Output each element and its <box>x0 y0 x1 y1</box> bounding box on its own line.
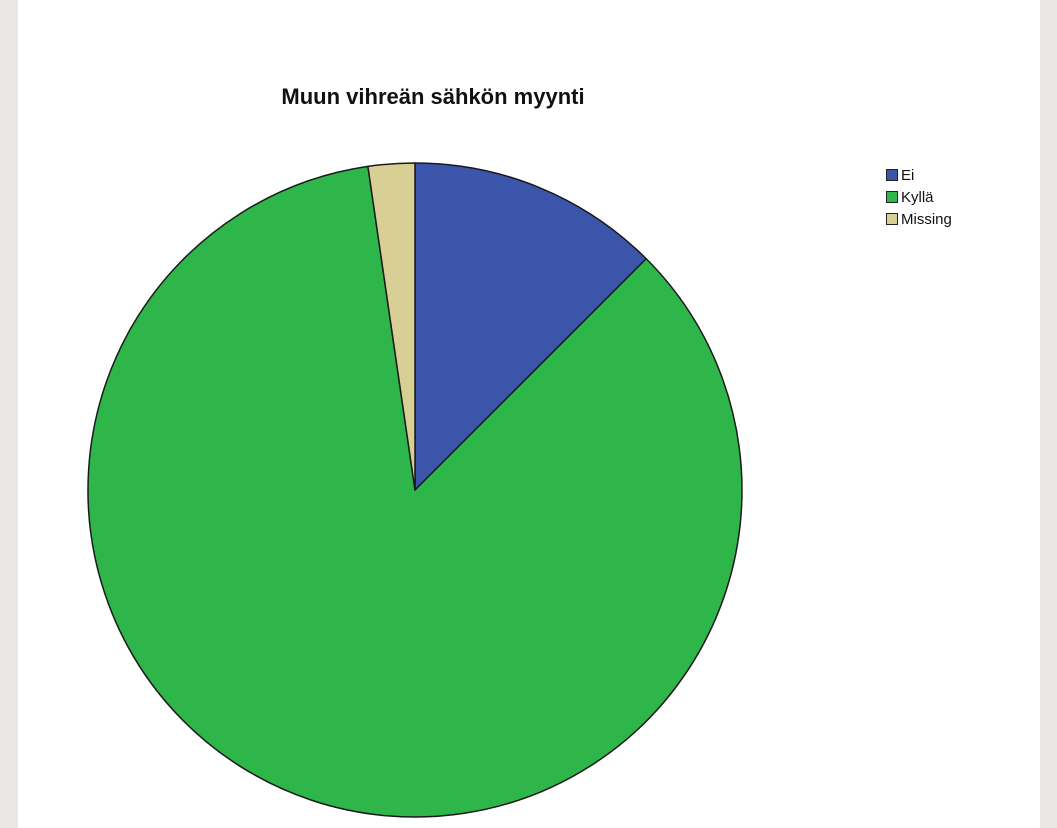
pie-slice-ei <box>414 162 647 491</box>
legend-label-missing: Missing <box>901 210 952 228</box>
legend-swatch-ei <box>886 169 898 181</box>
legend-item-ei: Ei <box>886 164 952 186</box>
pie-slice-kyll- <box>87 165 743 818</box>
chart-title: Muun vihreän sähkön myynti <box>281 84 585 109</box>
legend-label-ei: Ei <box>901 166 915 184</box>
legend: Ei Kyllä Missing <box>886 164 952 230</box>
legend-swatch-kylla <box>886 191 898 203</box>
legend-item-missing: Missing <box>886 208 952 230</box>
chart-panel: Muun vihreän sähkön myynti Ei Kyllä Miss… <box>18 0 1040 828</box>
legend-swatch-missing <box>886 213 898 225</box>
legend-item-kylla: Kyllä <box>886 186 952 208</box>
pie-chart <box>87 162 743 818</box>
legend-label-kylla: Kyllä <box>901 188 934 206</box>
pie-slice-missing <box>367 162 416 491</box>
